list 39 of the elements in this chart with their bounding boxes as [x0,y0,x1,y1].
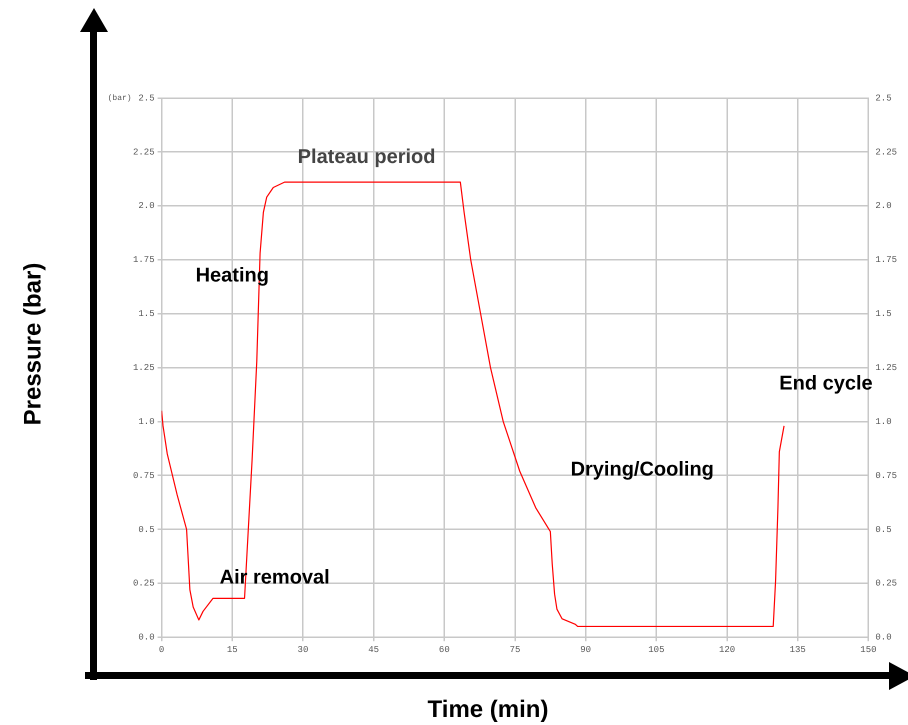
x-axis-title: Time (min) [426,696,550,724]
y2-tick-label: 0.25 [875,578,898,589]
y-tick-label: 2.5 [138,93,155,104]
x-tick-label: 75 [510,644,520,655]
y-tick-label: 2.25 [132,147,155,158]
y-tick-label: 1.25 [132,362,155,373]
y-tick-label: 2.0 [138,201,155,212]
y2-tick-label: 1.0 [875,416,892,427]
y-tick-label: 1.5 [138,309,155,320]
x-tick-label: 45 [368,644,380,655]
annotation: Drying/Cooling [570,458,714,481]
y-tick-label: 1.75 [132,255,155,266]
y-tick-label: 0.5 [138,524,155,535]
y2-tick-label: 1.75 [875,255,898,266]
y-axis-title: Pressure (bar) [19,262,47,426]
y2-tick-label: 1.5 [875,309,892,320]
x-tick-label: 150 [860,644,876,655]
x-tick-label: 90 [580,644,592,655]
y2-tick-label: 0.0 [875,632,892,643]
x-tick-label: 30 [298,644,308,655]
y2-tick-label: 0.75 [875,470,898,481]
annotation: End cycle [779,372,873,394]
y-tick-label: 0.75 [132,470,155,481]
x-tick-label: 135 [790,644,806,655]
y2-tick-label: 2.5 [875,93,892,104]
y2-tick-label: 2.25 [875,147,898,158]
y2-tick-label: 0.5 [875,524,892,535]
y-tick-label: 1.0 [138,416,155,427]
x-tick-label: 120 [718,644,736,655]
x-tick-label: 0 [158,644,164,655]
x-tick-label: 105 [648,644,664,655]
y-tick-label: 0.0 [138,632,155,643]
x-tick-label: 60 [438,644,450,655]
y2-tick-label: 2.0 [875,201,892,212]
annotation: Plateau period [298,146,436,168]
y2-tick-label: 1.25 [875,362,898,373]
x-tick-label: 15 [226,644,238,655]
text: (bar) [108,94,132,104]
y-tick-label: 0.25 [132,578,155,589]
